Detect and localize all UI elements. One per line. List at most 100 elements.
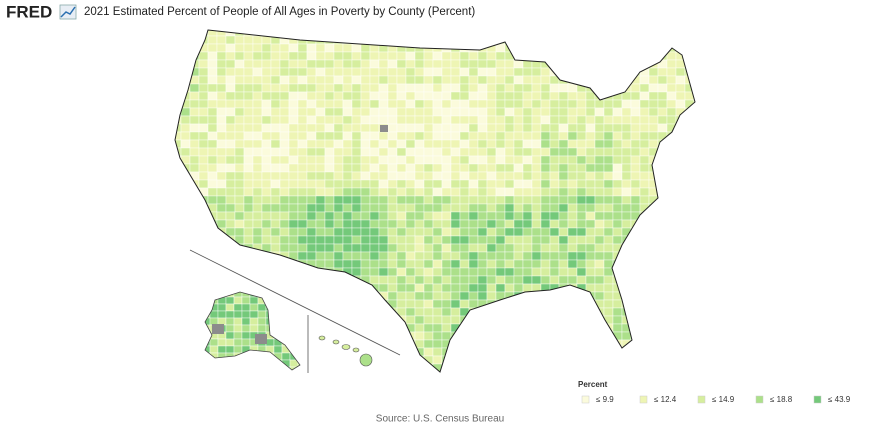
borough: [205, 292, 211, 298]
county: [585, 51, 596, 61]
county: [432, 251, 443, 261]
county: [432, 107, 443, 117]
county: [684, 115, 695, 125]
borough: [209, 359, 219, 368]
county: [351, 171, 362, 181]
county: [630, 243, 641, 253]
county: [612, 275, 623, 285]
county: [207, 35, 218, 45]
county: [495, 155, 506, 165]
county: [333, 203, 344, 213]
county: [387, 315, 398, 325]
county: [558, 91, 569, 101]
county: [423, 67, 434, 77]
county: [648, 139, 659, 149]
county: [261, 123, 272, 133]
county: [693, 211, 695, 221]
county: [612, 171, 623, 181]
county: [270, 219, 281, 229]
county: [297, 203, 308, 213]
county: [243, 123, 254, 133]
borough: [225, 303, 235, 312]
county: [585, 67, 596, 77]
county: [342, 259, 353, 269]
county: [342, 75, 353, 85]
county: [603, 30, 614, 37]
county: [198, 219, 209, 229]
county: [324, 59, 335, 69]
county: [207, 107, 218, 117]
county: [315, 163, 326, 173]
county: [333, 131, 344, 141]
county: [603, 107, 614, 117]
county: [477, 259, 488, 269]
county: [396, 91, 407, 101]
county: [405, 219, 416, 229]
county: [513, 259, 524, 269]
county: [666, 307, 677, 317]
county: [594, 43, 605, 53]
county: [594, 323, 605, 333]
county: [495, 107, 506, 117]
county: [288, 187, 299, 197]
county: [477, 75, 488, 85]
county: [369, 275, 380, 285]
county: [675, 211, 686, 221]
county: [585, 147, 596, 157]
county: [675, 43, 686, 53]
county: [180, 139, 191, 149]
county: [531, 331, 542, 341]
county: [216, 283, 227, 293]
county: [504, 355, 515, 365]
county: [369, 147, 380, 157]
county: [684, 339, 695, 349]
county: [639, 171, 650, 181]
county: [441, 155, 452, 165]
county: [558, 211, 569, 221]
county: [396, 267, 407, 277]
county: [351, 259, 362, 269]
county: [522, 235, 533, 245]
county: [441, 147, 452, 157]
county: [468, 291, 479, 301]
county: [567, 267, 578, 277]
county: [378, 171, 389, 181]
county: [315, 83, 326, 93]
county: [567, 251, 578, 261]
borough: [233, 331, 243, 340]
county: [387, 339, 398, 349]
county: [306, 75, 317, 85]
county: [540, 67, 551, 77]
county: [324, 171, 335, 181]
logo: FRED: [6, 2, 77, 21]
county: [387, 123, 398, 133]
county: [198, 211, 209, 221]
county: [495, 331, 506, 341]
county: [504, 35, 515, 45]
county: [297, 155, 308, 165]
county: [486, 291, 497, 301]
county: [175, 371, 182, 372]
county: [585, 243, 596, 253]
county: [468, 355, 479, 365]
county: [477, 219, 488, 229]
county: [612, 355, 623, 365]
county: [468, 267, 479, 277]
county: [279, 299, 290, 309]
county: [207, 51, 218, 61]
borough: [297, 345, 300, 354]
county: [693, 331, 695, 341]
county: [225, 67, 236, 77]
county: [513, 123, 524, 133]
county: [198, 75, 209, 85]
county: [594, 227, 605, 237]
county: [180, 355, 191, 365]
county: [261, 155, 272, 165]
county: [594, 107, 605, 117]
county: [423, 371, 434, 372]
county: [315, 291, 326, 301]
county: [270, 315, 281, 325]
county: [630, 315, 641, 325]
county: [342, 123, 353, 133]
county: [180, 275, 191, 285]
